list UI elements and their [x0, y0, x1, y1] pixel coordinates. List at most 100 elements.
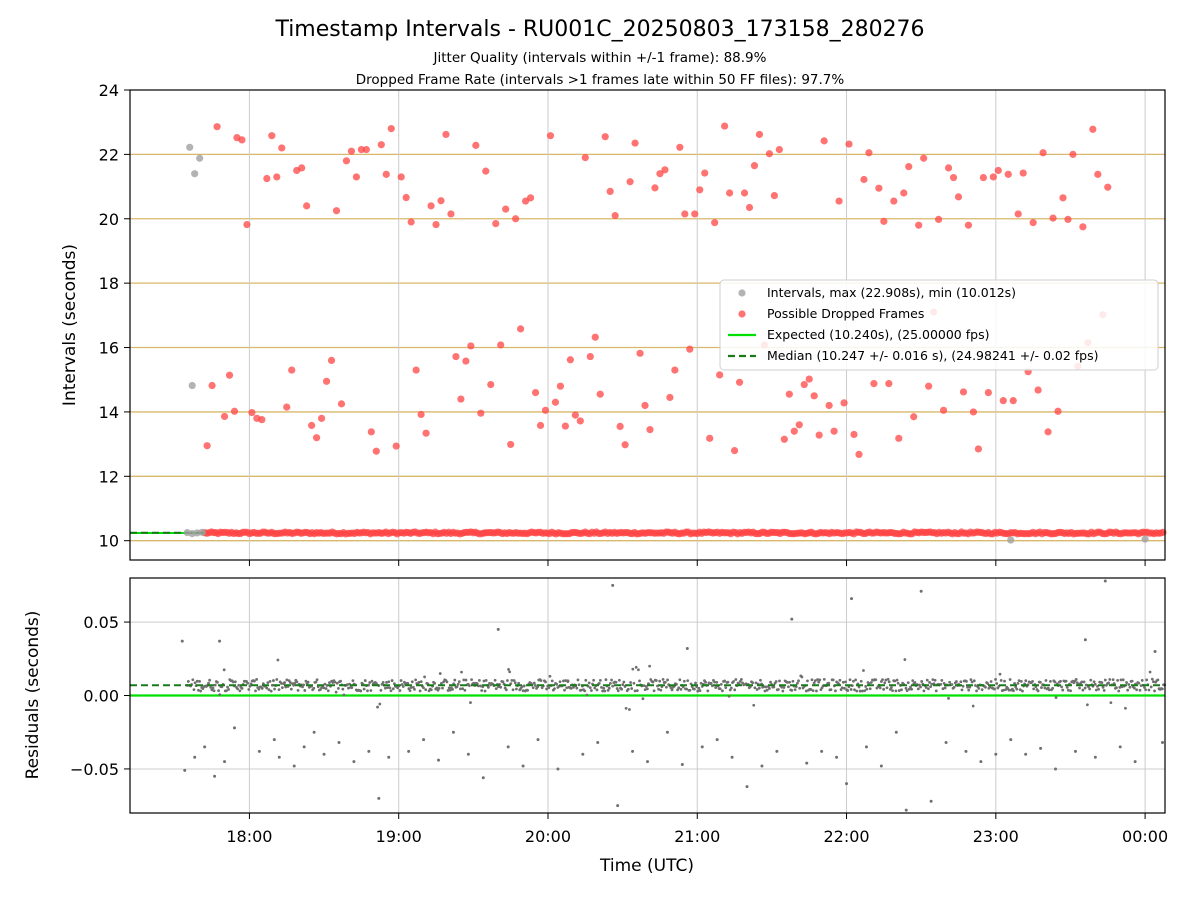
residual-point [617, 678, 621, 682]
dropped-point [551, 398, 560, 406]
residual-point [797, 679, 800, 683]
residual-point [860, 689, 864, 693]
residual-point [422, 686, 425, 690]
residual-outlier [1039, 746, 1043, 750]
dropped-point [1029, 219, 1037, 227]
dropped-point [964, 221, 973, 229]
residual-point [563, 688, 566, 692]
residual-point [435, 686, 439, 690]
residual-point [1094, 688, 1098, 692]
residual-point [1160, 687, 1164, 691]
residual-point [787, 685, 790, 689]
residual-point [446, 689, 450, 692]
residual-outlier [700, 745, 704, 749]
residual-point [441, 686, 444, 690]
residual-point [634, 665, 638, 669]
residual-outlier [232, 726, 236, 730]
residual-point [1021, 689, 1024, 693]
residual-point [1019, 679, 1023, 683]
residual-point [1138, 688, 1142, 692]
residual-point [1111, 678, 1115, 682]
residual-point [941, 687, 945, 691]
dropped-point [701, 169, 709, 177]
dropped-point [457, 395, 465, 403]
residual-point [448, 688, 452, 692]
dropped-point [437, 197, 445, 205]
residual-point [816, 678, 819, 681]
residual-point [583, 689, 587, 693]
residual-point [423, 675, 426, 679]
dropped-point [745, 203, 754, 212]
residual-outlier [536, 738, 540, 742]
residual-point [539, 679, 543, 682]
dropped-point [785, 390, 793, 398]
residual-point [959, 680, 963, 684]
residual-point [772, 685, 776, 689]
residual-point [1069, 689, 1072, 693]
residual-point [751, 681, 755, 685]
dropped-point [989, 173, 997, 181]
dropped-point [268, 132, 276, 140]
residual-point [718, 687, 722, 691]
dropped-point [377, 141, 385, 149]
dropped-point [362, 145, 370, 154]
residual-point [494, 687, 498, 691]
residual-point [726, 680, 730, 684]
residual-point [709, 681, 713, 685]
residual-outlier [506, 745, 510, 749]
dropped-point [230, 407, 239, 415]
residual-point [677, 686, 681, 690]
residual-point [562, 679, 565, 683]
residual-point [755, 688, 759, 691]
dropped-point [220, 412, 229, 421]
y-tick-label: 12 [99, 467, 119, 486]
residual-point [754, 681, 758, 685]
residual-point [572, 685, 575, 689]
dropped-point [497, 341, 505, 349]
y-tick-label: −0.05 [70, 760, 119, 779]
dropped-point [387, 125, 395, 133]
residual-point [325, 684, 329, 687]
residual-point [213, 683, 217, 687]
residual-point [967, 688, 971, 692]
residual-point [972, 679, 976, 683]
dropped-point [1039, 149, 1047, 157]
residual-point [413, 687, 416, 691]
residual-point [637, 668, 640, 672]
residual-point [610, 678, 613, 682]
residual-point [252, 679, 256, 683]
residual-point [198, 679, 201, 683]
residual-point [878, 686, 882, 690]
residual-point [999, 679, 1003, 682]
residual-point [577, 683, 581, 687]
dropped-point [646, 426, 654, 434]
dropped-point [686, 345, 694, 353]
residual-point [1036, 689, 1040, 693]
dropped-point [666, 393, 674, 402]
residual-point [588, 686, 592, 690]
residual-point [521, 689, 525, 693]
residual-point [1121, 678, 1125, 682]
residual-point [545, 687, 549, 691]
interval-point [198, 528, 206, 536]
interval-point [188, 381, 196, 390]
residual-point [461, 687, 465, 691]
residual-point [729, 686, 733, 690]
dropped-point [939, 406, 948, 414]
residual-point [858, 689, 862, 693]
residual-point [575, 686, 579, 690]
residual-point [370, 679, 374, 683]
residual-point [1089, 678, 1093, 682]
residual-point [740, 678, 743, 681]
residual-point [793, 688, 797, 692]
dropped-point [591, 333, 599, 341]
dropped-point [661, 166, 669, 174]
residual-outlier [820, 749, 824, 753]
dropped-point [601, 133, 609, 141]
dropped-point [402, 193, 410, 202]
residual-point [191, 678, 195, 682]
dropped-point [526, 194, 535, 202]
legend-marker-intervals [738, 289, 746, 297]
residual-point [827, 681, 831, 685]
residual-point [1145, 678, 1149, 682]
